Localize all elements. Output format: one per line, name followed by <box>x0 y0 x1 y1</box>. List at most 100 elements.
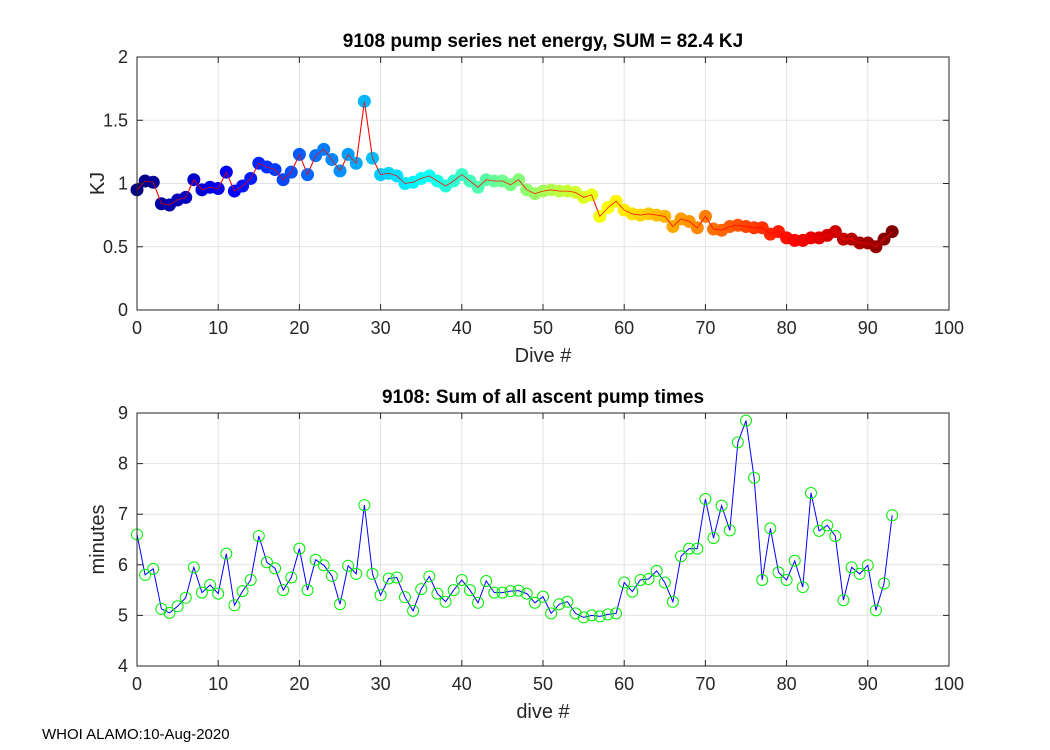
data-point <box>179 591 192 604</box>
data-point <box>666 595 679 608</box>
data-point <box>577 611 590 624</box>
data-point <box>561 595 574 608</box>
data-point <box>358 499 371 512</box>
data-point <box>342 559 355 572</box>
x-tick-label: 40 <box>452 674 472 694</box>
x-tick-label: 100 <box>934 674 964 694</box>
data-point <box>480 574 493 587</box>
data-point <box>715 499 728 512</box>
data-point <box>155 602 168 615</box>
data-point <box>878 577 891 590</box>
data-point <box>634 573 647 586</box>
data-point <box>740 414 752 427</box>
data-point <box>845 561 858 574</box>
x-tick-label: 90 <box>858 318 878 338</box>
data-point <box>472 596 485 609</box>
data-point <box>699 493 712 506</box>
data-point <box>675 550 688 563</box>
data-point <box>861 559 874 572</box>
x-tick-label: 70 <box>695 674 715 694</box>
data-point <box>813 524 826 537</box>
data-point <box>788 554 801 567</box>
y-axis-label: KJ <box>87 172 109 195</box>
data-point <box>626 585 639 598</box>
data-point <box>683 542 696 555</box>
data-point <box>139 568 152 581</box>
data-point <box>642 572 655 585</box>
data-point <box>382 572 395 585</box>
y-axis-label: minutes <box>87 504 109 574</box>
y-tick-label: 7 <box>118 504 128 524</box>
data-point <box>748 471 761 484</box>
data-point <box>334 598 346 611</box>
x-tick-label: 30 <box>371 674 391 694</box>
chart-1: 0 10 20 30 40 50 60 70 80 90 100 0 0.5 1 1.5 2 9108 pump… <box>87 31 964 367</box>
data-point <box>439 595 452 608</box>
x-tick-label: 50 <box>533 318 553 338</box>
x-tick-label: 30 <box>371 318 391 338</box>
data-point <box>796 581 809 594</box>
data-point <box>723 524 736 537</box>
x-tick-label: 80 <box>777 318 797 338</box>
data-point <box>228 599 241 612</box>
data-point <box>772 566 785 579</box>
x-tick-label: 0 <box>132 674 142 694</box>
x-tick-label: 20 <box>289 318 309 338</box>
data-point <box>390 571 403 584</box>
data-point <box>431 587 444 600</box>
data-point <box>569 607 582 620</box>
data-point <box>163 606 176 619</box>
data-point <box>374 589 387 602</box>
data-point <box>804 486 817 499</box>
series-line-overlay <box>136 101 893 248</box>
y-tick-label: 9 <box>118 403 128 423</box>
x-tick-label: 90 <box>858 674 878 694</box>
data-point <box>350 567 363 580</box>
data-point <box>415 583 428 596</box>
x-tick-label: 60 <box>614 674 634 694</box>
data-point <box>447 584 460 597</box>
y-tick-label: 1.5 <box>103 110 128 130</box>
x-tick-label: 60 <box>614 318 634 338</box>
data-point <box>195 586 208 599</box>
data-point <box>309 553 322 566</box>
x-tick-label: 10 <box>208 318 228 338</box>
data-point <box>853 567 866 580</box>
data-point <box>764 522 777 535</box>
data-point <box>593 610 606 623</box>
data-point <box>269 562 282 575</box>
data-point <box>212 587 225 600</box>
data-point <box>780 573 793 586</box>
data-point <box>691 542 704 555</box>
data-point <box>204 579 217 592</box>
y-tick-label: 1 <box>118 174 128 194</box>
data-point <box>528 596 541 609</box>
y-tick-label: 0 <box>118 300 128 320</box>
data-point <box>220 547 233 560</box>
data-point <box>504 585 517 598</box>
data-point <box>423 570 436 583</box>
data-point <box>837 594 850 607</box>
data-point <box>398 591 411 604</box>
data-point <box>407 604 420 617</box>
data-point <box>658 576 671 589</box>
data-point <box>496 586 509 599</box>
data-point <box>244 573 257 586</box>
data-point <box>618 576 631 589</box>
data-point <box>869 604 882 617</box>
data-point <box>610 607 623 620</box>
chart-2: 0 10 20 30 40 50 60 70 80 90 100 4 5 6 7 8 9 9108: Sum of… <box>87 387 964 723</box>
data-point <box>512 584 525 597</box>
data-point <box>366 567 379 580</box>
y-tick-label: 0.5 <box>103 237 128 257</box>
data-point <box>756 573 769 586</box>
y-tick-label: 4 <box>118 656 128 676</box>
x-axis-label: Dive # <box>515 345 573 367</box>
x-tick-label: 50 <box>533 674 553 694</box>
data-point <box>285 571 298 584</box>
data-point <box>277 584 290 597</box>
data-point <box>325 569 338 582</box>
data-point <box>585 609 598 622</box>
x-tick-label: 0 <box>132 318 142 338</box>
